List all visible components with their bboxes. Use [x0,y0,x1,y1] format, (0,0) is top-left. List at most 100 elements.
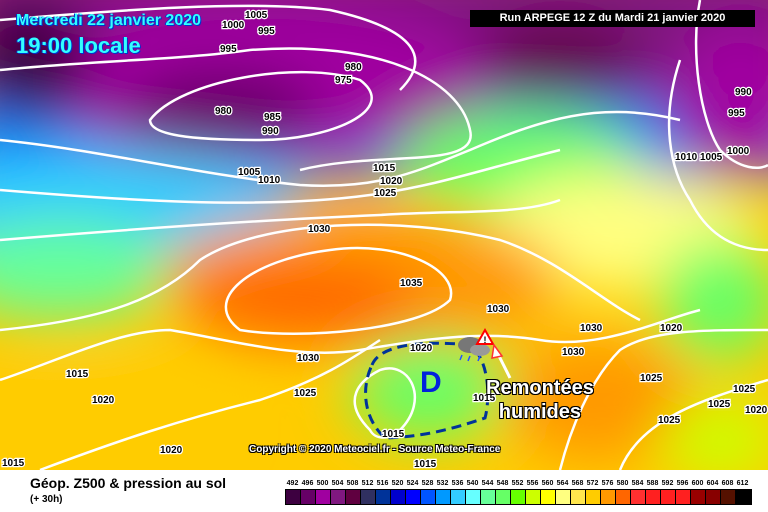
legend-swatch [661,490,676,504]
legend-tick: 612 [736,480,749,487]
isobar-label: 1015 [473,393,496,404]
legend-tick: 548 [496,480,509,487]
legend-swatch [346,490,361,504]
legend-swatch [421,490,436,504]
legend-swatch [556,490,571,504]
legend-swatch [376,490,391,504]
legend-swatch [646,490,661,504]
isobar-label: 1005 [700,152,723,163]
color-legend: 492 496 500 504 508 512 516 520 524 528 532 536 540 5… [285,480,752,505]
legend-swatch [691,490,706,504]
isobar-label: 1035 [400,278,423,289]
legend-swatch [406,490,421,504]
legend-swatch [481,490,496,504]
annotation-remontees-humides: Remontées humides [486,376,594,424]
legend-tick: 600 [691,480,704,487]
isobar-label: 995 [220,44,237,55]
legend-tick: 588 [646,480,659,487]
isobar-label: 980 [345,62,362,73]
isobar-label: 1015 [373,163,396,174]
legend-tick: 536 [451,480,464,487]
copyright: Copyright © 2020 Meteociel.fr - Source M… [249,444,501,455]
isobar-label: 1005 [238,167,261,178]
isobar-labels: 9951000100599598097598098599010051010101… [1,9,768,470]
isobar-label: 1025 [640,373,663,384]
isobar-label: 1025 [658,415,681,426]
legend-swatch [616,490,631,504]
legend-tick: 528 [421,480,434,487]
legend-tick: 552 [511,480,524,487]
legend-swatch [436,490,451,504]
annotation-line: humides [498,401,582,423]
legend-tick: 496 [301,480,314,487]
legend-tick: 560 [541,480,554,487]
isobar-label: 1000 [727,146,750,157]
legend-tick: 532 [436,480,449,487]
isobar-label: 1010 [675,152,698,163]
legend-swatch [586,490,601,504]
isobar-label: 985 [264,112,281,123]
isobar-label: 1020 [410,343,433,354]
low-pressure-dashed-contour [364,341,490,440]
isobar-label: 1015 [382,429,405,440]
isobar-label: 1015 [66,369,89,380]
legend-swatch [316,490,331,504]
weather-map: 9951000100599598097598098599010051010101… [0,0,768,470]
legend-tick: 544 [481,480,494,487]
isobar-label: 1025 [374,188,397,199]
legend-tick: 568 [571,480,584,487]
legend-tick: 492 [286,480,299,487]
legend-tick: 508 [346,480,359,487]
legend-tick: 516 [376,480,389,487]
isobar-label: 990 [735,87,752,98]
isobar-label: 1015 [2,458,25,469]
isobar-label: 1020 [160,445,183,456]
legend-swatch [511,490,526,504]
legend-swatch [631,490,646,504]
map-title: Géop. Z500 & pression au sol [30,475,227,491]
legend-swatch [466,490,481,504]
isobar-label: 1025 [733,384,756,395]
legend-swatch [331,490,346,504]
legend-swatch [736,490,751,504]
legend-swatch [301,490,316,504]
legend-tick: 592 [661,480,674,487]
isobar-label: 980 [215,106,232,117]
legend-swatch [676,490,691,504]
isobar-label: 1020 [380,176,403,187]
footer: Géop. Z500 & pression au sol (+ 30h) 492… [0,470,768,512]
isobar-label: 1030 [297,353,320,364]
isobar-label: 1020 [745,405,768,416]
isobar-label: 990 [262,126,279,137]
isobars [0,0,768,470]
isobar-label: 1030 [562,347,585,358]
isobar-label: 995 [728,108,745,119]
legend-tick: 580 [616,480,629,487]
forecast-time: 19:00 locale [16,33,141,58]
forecast-lead: (+ 30h) [30,494,63,505]
svg-text:!: ! [484,335,487,345]
isobar-label: 1030 [580,323,603,334]
legend-swatch [721,490,736,504]
forecast-date: Mercredi 22 janvier 2020 [16,12,202,29]
isobar-label: 1030 [487,304,510,315]
legend-tick: 524 [406,480,419,487]
red-arrow-icon [491,343,512,379]
isobar-label: 1005 [245,10,268,21]
isobar-label: 1025 [708,399,731,410]
legend-tick: 564 [556,480,569,487]
isobar-label: 995 [258,26,275,37]
isobar-label: 1000 [222,20,245,31]
isobar-label: 1025 [294,388,317,399]
storm-cloud-icon [458,337,490,362]
legend-swatch [451,490,466,504]
legend-tick: 608 [721,480,734,487]
isobar-label: 1015 [414,459,437,470]
legend-swatch [391,490,406,504]
legend-tick: 584 [631,480,644,487]
legend-tick: 572 [586,480,599,487]
legend-tick: 556 [526,480,539,487]
legend-swatch [601,490,616,504]
isobar-label: 1030 [308,224,331,235]
legend-tick: 540 [466,480,479,487]
